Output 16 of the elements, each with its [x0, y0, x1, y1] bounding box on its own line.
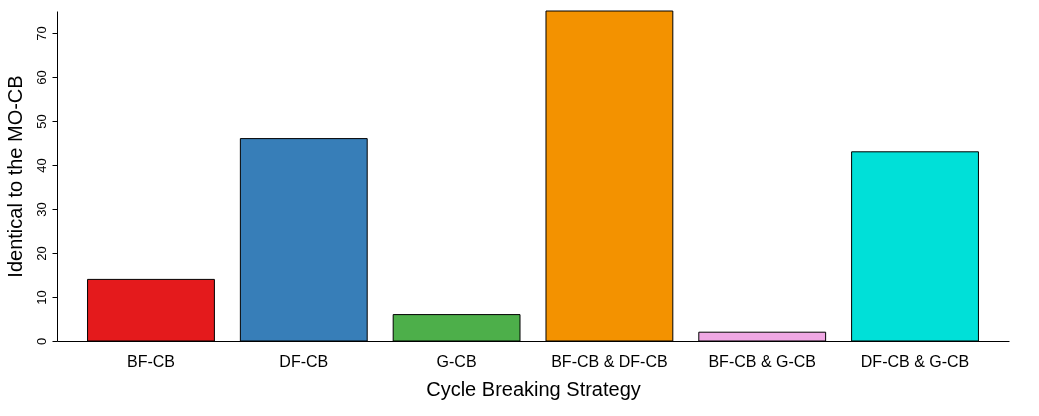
y-tick-label: 70 [33, 26, 49, 41]
y-tick-label: 60 [33, 70, 49, 85]
x-tick-label: DF-CB [279, 352, 329, 370]
y-tick-label: 40 [33, 158, 49, 173]
y-tick-label: 10 [33, 290, 49, 305]
y-tick-label: 0 [33, 337, 49, 346]
y-axis-title: Identical to the MO-CB [3, 75, 26, 278]
x-axis-title: Cycle Breaking Strategy [426, 377, 641, 400]
y-tick-label: 30 [33, 202, 49, 217]
x-tick-label: BF-CB & G-CB [708, 352, 816, 370]
x-tick-label: BF-CB & DF-CB [551, 352, 668, 370]
x-tick-label: G-CB [436, 352, 477, 370]
y-tick-label: 50 [33, 114, 49, 129]
x-tick-label: DF-CB & G-CB [860, 352, 970, 370]
x-tick-label: BF-CB [126, 352, 175, 370]
y-tick-label: 20 [33, 246, 49, 261]
